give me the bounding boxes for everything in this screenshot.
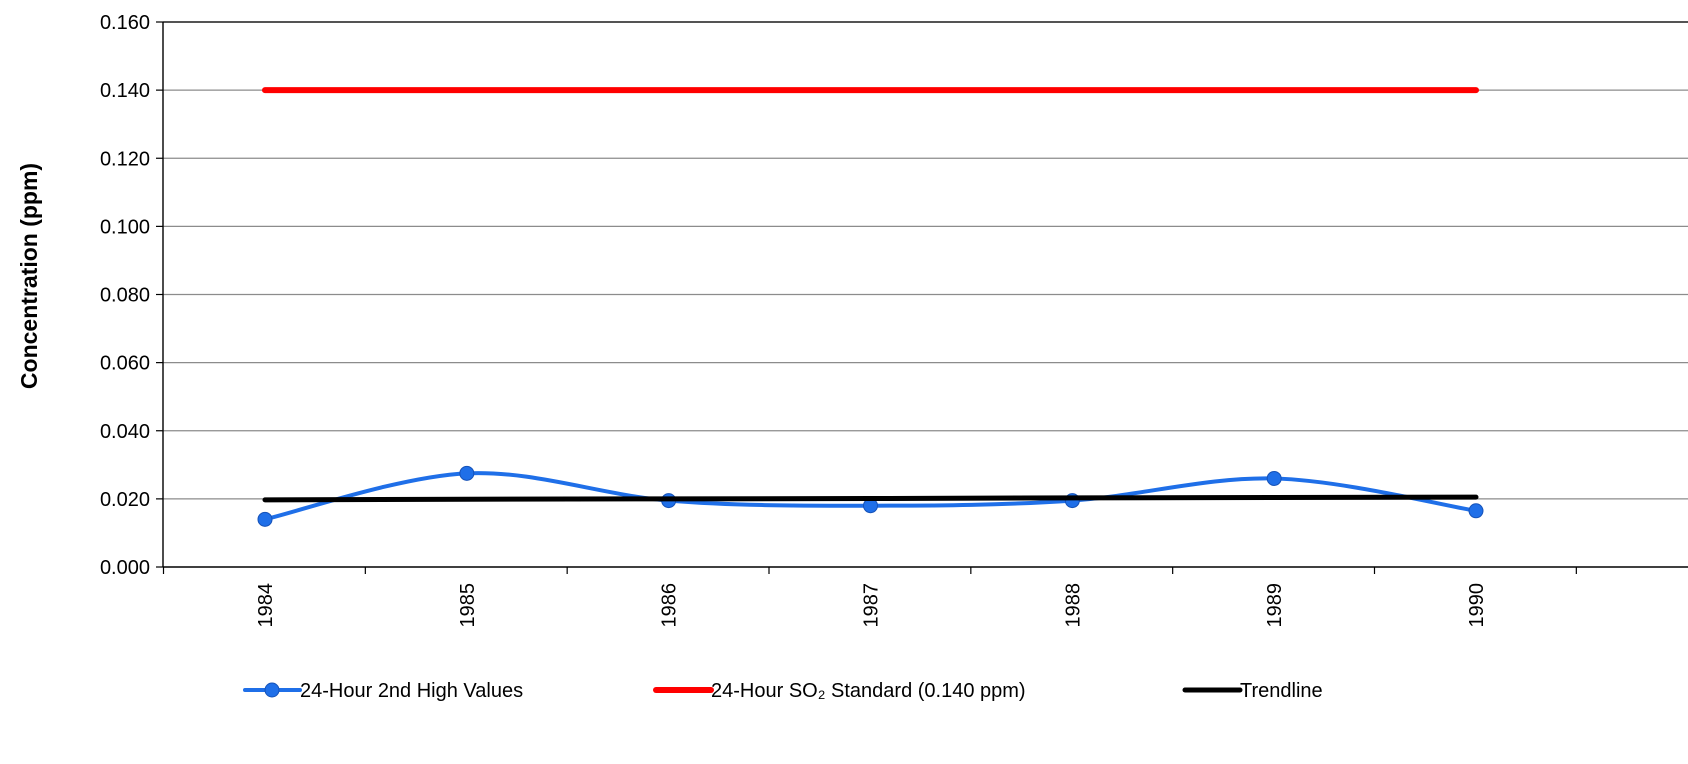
y-tick-label: 0.120	[100, 148, 150, 170]
y-tick-label: 0.160	[100, 12, 150, 34]
x-tick-label: 1988	[1062, 583, 1084, 628]
data-point	[1468, 503, 1484, 519]
x-tick-label: 1989	[1264, 583, 1286, 628]
series	[257, 87, 1484, 527]
y-axis-tick-labels: 0.000 0.020 0.040 0.060 0.080 0.100 0.120 0.140…	[100, 12, 150, 579]
y-tick-label: 0.000	[100, 557, 150, 579]
legend-label: 24-Hour SO₂ Standard (0.140 ppm)	[711, 680, 1026, 702]
data-point	[459, 465, 475, 481]
x-axis-tick-labels: 1984 1985 1986 1987 1988 1989 1990	[255, 583, 1488, 628]
x-tick-label: 1985	[457, 583, 479, 628]
y-axis-title: Concentration (ppm)	[16, 163, 42, 389]
y-tick-label: 0.080	[100, 285, 150, 307]
legend-label: Trendline	[1240, 680, 1323, 702]
data-point	[257, 511, 273, 527]
gridlines	[163, 21, 1688, 500]
x-tick-label: 1987	[861, 583, 883, 628]
legend-item: Trendline	[1182, 680, 1323, 702]
series-line	[262, 494, 1479, 503]
legend-label: 24-Hour 2nd High Values	[300, 680, 523, 702]
data-point	[1266, 470, 1282, 486]
y-tick-label: 0.140	[100, 80, 150, 102]
x-tick-label: 1984	[255, 583, 277, 628]
x-tick-label: 1986	[659, 583, 681, 628]
y-tick-label: 0.040	[100, 421, 150, 443]
axes	[156, 21, 1688, 574]
legend-marker	[264, 682, 280, 698]
y-tick-label: 0.100	[100, 216, 150, 238]
legend-item: 24-Hour SO₂ Standard (0.140 ppm)	[653, 680, 1026, 702]
x-tick-label: 1990	[1466, 583, 1488, 628]
legend-item: 24-Hour 2nd High Values	[243, 680, 523, 702]
y-tick-label: 0.020	[100, 489, 150, 511]
series-trendline	[262, 494, 1479, 503]
legend: 24-Hour 2nd High Values 24-Hour SO₂ Stand…	[243, 680, 1323, 702]
y-tick-label: 0.060	[100, 353, 150, 375]
